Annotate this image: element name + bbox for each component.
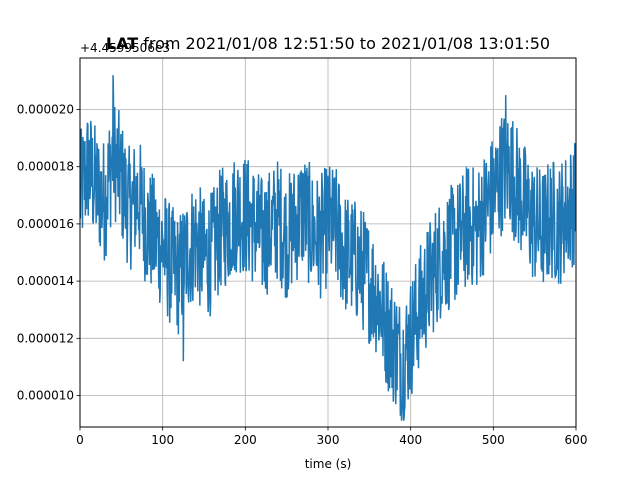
x-axis: 0 100 200 300 400 500 600 [76, 427, 587, 447]
series-line [80, 75, 576, 421]
x-tick-label: 0 [76, 433, 84, 447]
y-axis: 0.000010 0.000012 0.000014 0.000016 0.000018… [17, 102, 80, 403]
y-tick-label: 0.000012 [17, 331, 74, 345]
y-axis-offset-label: +4.4599506e3 [80, 41, 170, 55]
y-tick-label: 0.000020 [17, 102, 74, 116]
x-tick-label: 600 [565, 433, 588, 447]
x-tick-label: 400 [399, 433, 422, 447]
y-tick-label: 0.000016 [17, 217, 74, 231]
y-tick-label: 0.000010 [17, 389, 74, 403]
chart-title: LAT from 2021/01/08 12:51:50 to 2021/01/… [106, 34, 550, 53]
series-layer [80, 75, 576, 421]
x-tick-label: 100 [151, 433, 174, 447]
y-tick-label: 0.000018 [17, 160, 74, 174]
x-axis-label: time (s) [305, 457, 352, 471]
chart-title-range: from 2021/01/08 12:51:50 to 2021/01/08 1… [138, 34, 550, 53]
x-tick-label: 200 [234, 433, 257, 447]
chart-title-variable: LAT [106, 34, 138, 53]
x-tick-label: 300 [317, 433, 340, 447]
x-tick-label: 500 [482, 433, 505, 447]
y-tick-label: 0.000014 [17, 274, 74, 288]
